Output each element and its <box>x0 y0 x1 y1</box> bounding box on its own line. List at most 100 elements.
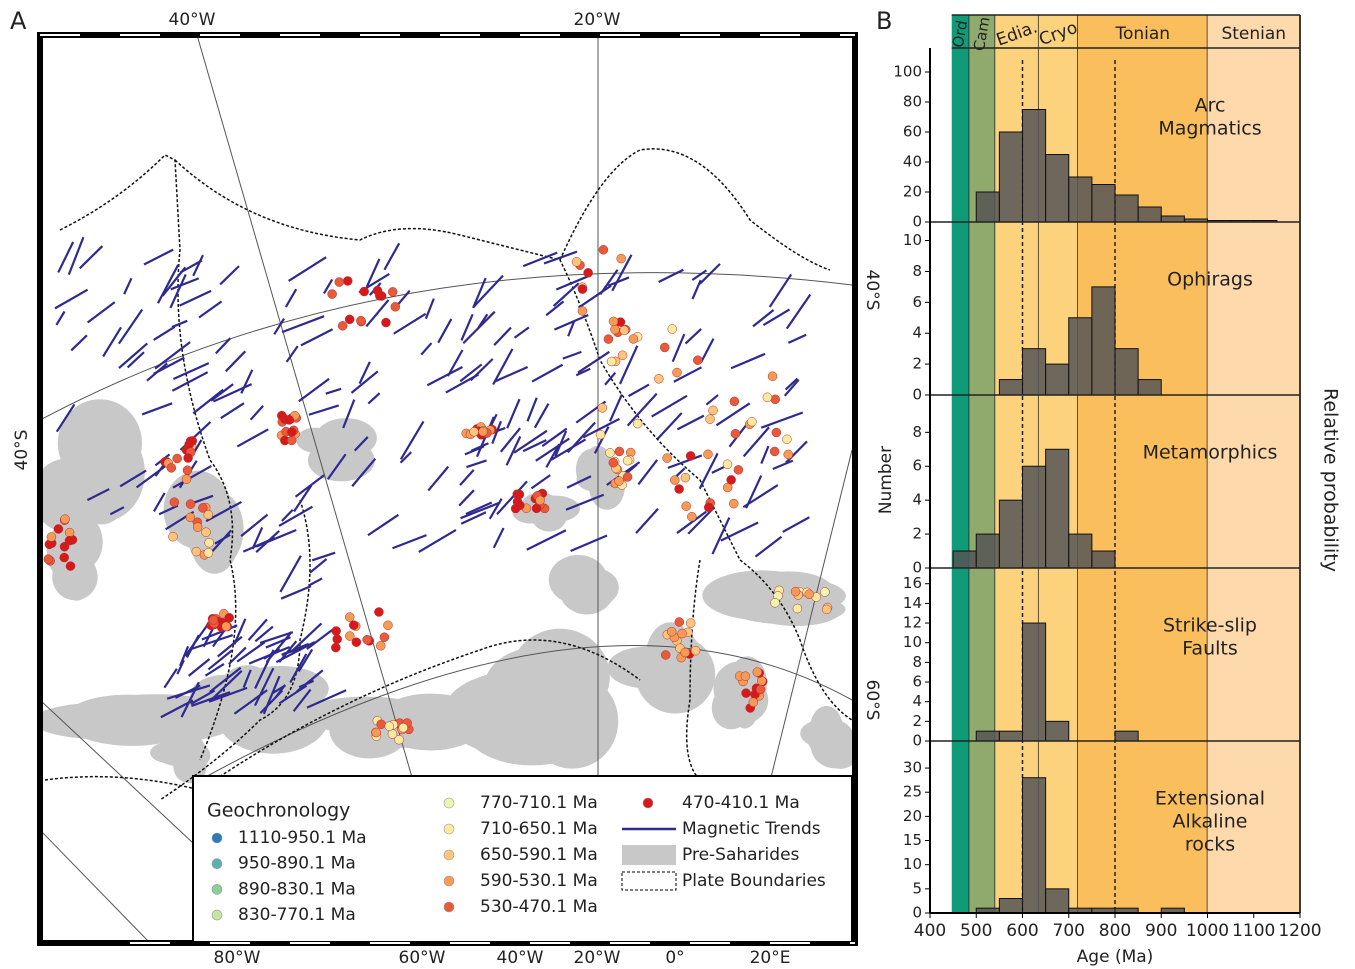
sample-point <box>185 499 196 509</box>
sample-point <box>46 532 57 542</box>
magnetic-trend <box>209 666 242 693</box>
legend-marker <box>443 901 455 913</box>
magnetic-trend <box>86 488 110 502</box>
map-axis-label: 40°W <box>497 948 544 968</box>
magnetic-trend <box>459 363 483 383</box>
sample-point <box>608 316 619 327</box>
magnetic-trend <box>236 641 266 663</box>
legend-label: 950-890.1 Ma <box>238 854 356 874</box>
legend-label: Pre-Saharides <box>682 845 800 865</box>
magnetic-trend <box>365 258 381 288</box>
magnetic-trend <box>273 317 286 335</box>
magnetic-trend <box>228 646 247 665</box>
sample-point <box>510 503 521 514</box>
sample-point <box>583 268 593 278</box>
magnetic-trend <box>163 668 178 689</box>
magnetic-trend <box>253 667 275 707</box>
sample-point <box>685 618 696 628</box>
magnetic-trend <box>179 645 190 667</box>
histogram-bar <box>998 499 1023 569</box>
magnetic-trend <box>698 452 719 490</box>
sample-point <box>770 598 780 608</box>
legend-marker <box>443 875 455 887</box>
magnetic-trend <box>78 245 104 270</box>
magnetic-trend <box>565 493 605 511</box>
magnetic-trend <box>526 397 538 422</box>
magnetic-trend <box>437 318 453 344</box>
sample-point <box>680 472 691 483</box>
sample-point <box>704 502 714 513</box>
sample-point <box>59 552 69 563</box>
sample-point <box>379 632 390 642</box>
magnetic-trend <box>684 328 702 345</box>
panel-label: A <box>10 7 27 35</box>
magnetic-trend <box>160 699 194 719</box>
magnetic-trend <box>469 358 494 382</box>
magnetic-trend <box>513 326 530 339</box>
map-axis-label: 20°W <box>574 948 621 968</box>
magnetic-trend <box>306 689 347 709</box>
magnetic-trend <box>358 361 371 385</box>
magnetic-trend <box>311 551 336 562</box>
sample-point <box>201 527 211 537</box>
magnetic-trend <box>494 365 529 383</box>
magnetic-trend <box>188 658 211 677</box>
sample-point <box>614 446 625 457</box>
y-tick-label: 10 <box>903 633 922 651</box>
magnetic-trend <box>492 348 514 386</box>
x-tick-label: 1100 <box>1232 921 1275 941</box>
magnetic-trend <box>699 263 721 285</box>
histogram-bar <box>952 550 977 569</box>
magnetic-trend <box>208 686 248 703</box>
magnetic-trend <box>255 528 297 548</box>
y-tick-label: 40 <box>903 153 922 171</box>
map-axis-label: 60°S <box>862 680 882 721</box>
sample-point <box>334 277 345 287</box>
magnetic-trend <box>57 241 75 273</box>
magnetic-trend <box>554 430 568 457</box>
sample-point <box>362 634 372 645</box>
magnetic-trend <box>158 504 179 516</box>
graticule <box>43 272 852 420</box>
magnetic-trend <box>118 342 149 369</box>
sample-point <box>608 457 619 468</box>
sample-point <box>577 306 588 316</box>
sample-point <box>351 637 362 647</box>
y-tick-label: 6 <box>912 293 922 311</box>
y-tick-label: 0 <box>912 386 922 404</box>
magnetic-trend <box>658 268 684 284</box>
magnetic-trend <box>254 625 274 643</box>
magnetic-trend <box>499 427 521 453</box>
period-label: Tonian <box>1114 24 1170 44</box>
period-label: Cam <box>970 15 994 52</box>
sample-point <box>381 317 391 328</box>
period-band <box>1207 15 1300 913</box>
magnetic-trend <box>288 256 327 282</box>
pre-saharide-area <box>46 522 88 580</box>
y-axis-label: Number <box>876 446 896 514</box>
magnetic-trend <box>460 313 474 341</box>
panel-title: Strike-slip <box>1163 615 1257 637</box>
sample-point <box>185 512 196 523</box>
magnetic-trend <box>399 451 412 464</box>
magnetic-trend <box>179 289 212 307</box>
legend-label: 590-530.1 Ma <box>480 871 598 891</box>
legend-marker <box>642 797 654 809</box>
pre-saharide-area <box>163 470 232 549</box>
magnetic-trend <box>153 325 176 341</box>
sample-point <box>535 495 545 506</box>
magnetic-trend <box>367 392 381 405</box>
legend-label: 710-650.1 Ma <box>480 819 598 839</box>
magnetic-trend <box>667 454 703 469</box>
legend-marker <box>211 884 223 895</box>
magnetic-trend <box>249 405 264 421</box>
magnetic-trend <box>224 350 247 373</box>
sample-point <box>606 356 617 367</box>
sample-point <box>166 463 177 473</box>
magnetic-trend <box>787 333 807 344</box>
graticule <box>199 645 852 781</box>
x-tick-label: 500 <box>960 921 992 941</box>
magnetic-trend <box>426 365 464 387</box>
panel-title: Arc <box>1195 95 1226 117</box>
sample-point <box>192 522 203 532</box>
